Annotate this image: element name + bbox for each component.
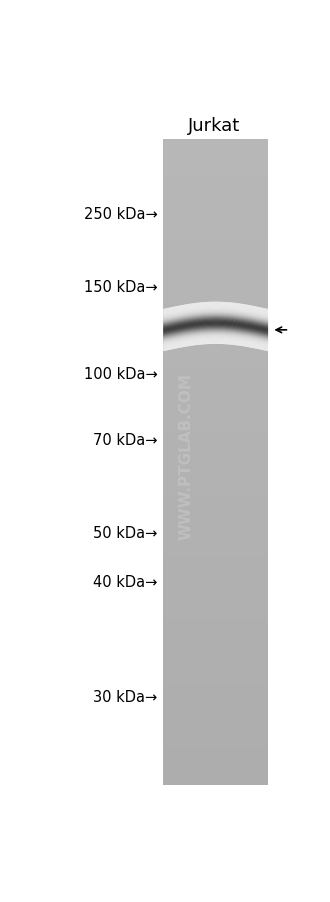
Text: 30 kDa→: 30 kDa→ [93,690,158,704]
Text: 40 kDa→: 40 kDa→ [93,575,158,589]
Text: WWW.PTGLAB.COM: WWW.PTGLAB.COM [178,373,193,538]
Text: 70 kDa→: 70 kDa→ [93,432,158,447]
Text: 100 kDa→: 100 kDa→ [84,367,158,382]
Text: 50 kDa→: 50 kDa→ [93,526,158,541]
Text: 250 kDa→: 250 kDa→ [84,207,158,221]
Text: 150 kDa→: 150 kDa→ [84,280,158,295]
Text: Jurkat: Jurkat [188,116,240,134]
